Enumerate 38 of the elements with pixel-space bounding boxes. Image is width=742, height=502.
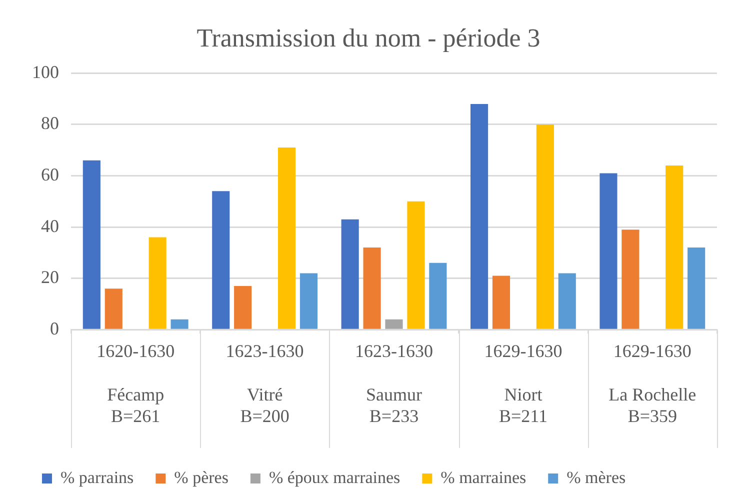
category-label: 1623-1630 Vitré B=200 <box>226 341 304 426</box>
y-tick-label: 100 <box>32 62 59 82</box>
y-tick-label: 40 <box>41 216 59 236</box>
bar <box>407 201 425 329</box>
bar <box>429 262 447 329</box>
bar <box>600 173 618 329</box>
bar <box>82 160 100 329</box>
y-tick-label: 80 <box>41 113 59 134</box>
bar <box>363 248 381 329</box>
bar <box>536 124 554 329</box>
bar <box>666 166 684 329</box>
category-label: 1623-1630 Saumur B=233 <box>355 341 433 426</box>
bar <box>170 319 188 329</box>
bar <box>278 148 296 329</box>
legend-label: % marraines <box>440 468 526 487</box>
chart-title: Transmission du nom - période 3 <box>196 23 540 52</box>
y-tick-label: 20 <box>41 267 59 288</box>
category-label: 1629-1630 Niort B=211 <box>484 341 562 426</box>
bar <box>341 219 359 329</box>
category-label: 1620-1630 Fécamp B=261 <box>96 341 175 426</box>
legend-label: % mères <box>566 468 626 487</box>
legend-label: % époux marraines <box>268 468 400 487</box>
bar <box>104 288 122 329</box>
y-tick-label: 0 <box>50 318 59 338</box>
y-tick-label: 60 <box>41 164 59 184</box>
bar <box>688 248 706 329</box>
bar <box>385 319 403 329</box>
bar <box>148 237 166 329</box>
bar <box>622 230 640 329</box>
bar <box>558 273 576 329</box>
bar <box>212 191 230 329</box>
bar <box>470 104 488 329</box>
bar <box>300 273 318 329</box>
legend-label: % pères <box>174 468 228 487</box>
category-label: 1629-1630 La Rochelle B=359 <box>608 341 696 426</box>
legend-label: % parrains <box>60 468 134 487</box>
bar <box>492 276 510 329</box>
bar <box>234 286 252 329</box>
